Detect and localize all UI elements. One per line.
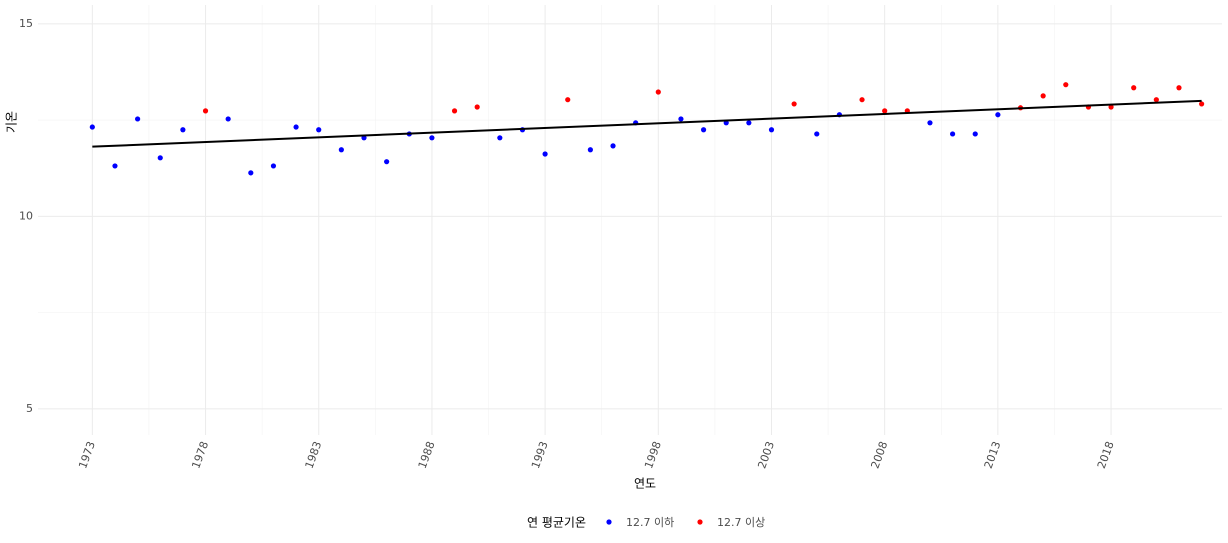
point: [338, 147, 344, 153]
point: [995, 112, 1001, 118]
point: [655, 89, 661, 95]
point: [270, 163, 277, 169]
trend-line: [92, 99, 1202, 148]
legend-marker: [606, 519, 612, 525]
y-tick-label: 10: [19, 209, 33, 222]
point: [768, 127, 775, 133]
point: [157, 155, 163, 161]
point: [814, 131, 820, 137]
point: [112, 163, 118, 169]
legend-label: 12.7 이하: [626, 515, 674, 529]
point: [248, 170, 254, 176]
y-axis-title: 기온: [5, 111, 19, 133]
point: [202, 108, 209, 114]
x-tick-label: 1993: [529, 440, 551, 471]
point: [361, 135, 367, 141]
x-tick-label: 2008: [869, 440, 891, 471]
point: [791, 101, 797, 107]
point: [384, 159, 390, 165]
point: [1131, 85, 1137, 91]
point: [497, 135, 503, 141]
point: [1108, 104, 1114, 110]
point: [927, 120, 933, 126]
point: [135, 116, 141, 122]
point: [1176, 85, 1182, 91]
point: [1199, 101, 1205, 107]
point: [316, 127, 322, 133]
x-tick-label: 1978: [189, 440, 211, 471]
point: [700, 127, 707, 133]
x-tick-label: 1983: [303, 440, 325, 471]
point: [746, 120, 752, 126]
point: [972, 131, 978, 137]
point: [565, 97, 571, 103]
x-tick-label: 2018: [1095, 440, 1117, 471]
point: [1153, 97, 1159, 103]
point: [451, 108, 458, 114]
point: [1063, 82, 1069, 88]
legend-marker: [697, 519, 703, 525]
point: [859, 97, 865, 103]
x-tick-label: 1973: [76, 440, 98, 471]
point: [678, 116, 684, 122]
point: [950, 131, 956, 137]
legend-label: 12.7 이상: [717, 516, 765, 529]
point: [587, 147, 593, 153]
x-tick-label: 1998: [642, 440, 664, 471]
x-tick-label: 1988: [416, 440, 438, 471]
point: [474, 104, 480, 110]
legend-title: 연 평균기온: [527, 516, 586, 530]
x-tick-label: 2013: [982, 440, 1004, 471]
point: [225, 116, 231, 122]
y-tick-label: 5: [26, 402, 33, 415]
y-tick-label: 15: [19, 17, 33, 30]
point: [542, 151, 548, 157]
point: [882, 108, 888, 114]
point: [610, 143, 616, 149]
point: [293, 124, 299, 130]
point: [429, 135, 435, 141]
point: [1040, 93, 1046, 99]
x-tick-label: 2003: [755, 440, 777, 471]
point: [89, 124, 95, 130]
point: [180, 127, 186, 133]
x-axis-title: 연도: [634, 477, 656, 491]
